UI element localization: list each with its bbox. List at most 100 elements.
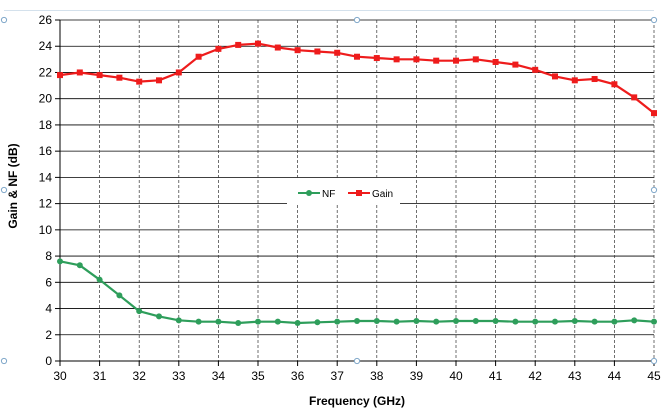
selection-handle [650, 186, 658, 194]
data-point [274, 44, 281, 51]
data-point [373, 317, 380, 324]
data-point [334, 49, 341, 56]
x-axis-title: Frequency (GHz) [309, 394, 405, 408]
x-tick-label: 31 [93, 369, 107, 383]
legend-label-gain: Gain [372, 189, 393, 200]
x-tick-label: 42 [529, 369, 543, 383]
data-point [334, 318, 341, 325]
data-point [294, 319, 301, 326]
data-point [472, 317, 479, 324]
x-tick-label: 43 [568, 369, 582, 383]
data-point [255, 40, 261, 47]
data-point [611, 81, 618, 88]
data-point [413, 56, 420, 63]
data-point [136, 78, 143, 85]
data-point [512, 318, 519, 325]
legend-marker [356, 190, 362, 196]
chart-frame-top [4, 10, 654, 11]
data-point [314, 48, 321, 55]
data-point [57, 72, 63, 79]
data-point [433, 57, 440, 64]
y-tick-label: 20 [39, 92, 53, 106]
data-point [175, 317, 182, 324]
data-point [453, 317, 459, 324]
data-point [591, 76, 598, 83]
y-tick-label: 12 [39, 197, 53, 211]
selection-handle [650, 357, 658, 365]
data-point [472, 56, 479, 63]
data-point [96, 276, 103, 283]
data-point [393, 56, 400, 63]
legend-label-nf: NF [322, 189, 335, 200]
y-tick-label: 2 [45, 328, 52, 342]
data-point [571, 77, 578, 84]
data-point [156, 313, 162, 320]
selection-handles [0, 16, 658, 365]
x-tick-label: 34 [212, 369, 226, 383]
data-point [274, 318, 281, 325]
data-point [591, 318, 598, 325]
x-tick-label: 45 [647, 369, 661, 383]
y-tick-label: 6 [45, 275, 52, 289]
y-tick-label: 18 [39, 118, 53, 132]
data-point [492, 58, 499, 65]
y-tick-label: 8 [45, 249, 52, 263]
data-point [532, 318, 539, 325]
data-point [413, 317, 420, 324]
series-gain [57, 40, 657, 117]
selection-handle [353, 16, 361, 24]
data-point [552, 318, 558, 325]
y-tick-label: 26 [39, 13, 53, 27]
data-point [631, 317, 638, 324]
y-tick-label: 4 [45, 302, 52, 316]
data-point [136, 308, 143, 315]
data-point [571, 317, 578, 324]
series-line-nf [59, 260, 655, 325]
data-point [611, 318, 618, 325]
x-tick-label: 41 [489, 369, 503, 383]
series-group [57, 40, 657, 326]
data-point [57, 258, 63, 265]
data-point [453, 57, 459, 64]
y-tick-label: 22 [39, 65, 53, 79]
data-point [354, 53, 360, 60]
data-point [492, 317, 499, 324]
y-tick-label: 16 [39, 144, 53, 158]
data-point [116, 74, 123, 81]
x-tick-label: 39 [410, 369, 424, 383]
data-point [433, 318, 440, 325]
x-tick-label: 37 [331, 369, 345, 383]
x-tick-label: 35 [251, 369, 265, 383]
data-point [354, 317, 360, 324]
data-point [631, 94, 638, 101]
legend-marker [306, 190, 312, 196]
x-tick-label: 33 [172, 369, 186, 383]
legend: NF Gain [287, 180, 400, 205]
data-point [512, 61, 519, 68]
x-tick-label: 30 [53, 369, 67, 383]
data-point [116, 292, 123, 299]
selection-handle [650, 16, 658, 24]
data-point [651, 110, 657, 117]
data-point [373, 55, 380, 62]
x-tick-label: 32 [133, 369, 147, 383]
data-point [215, 45, 222, 52]
data-point [96, 72, 103, 79]
data-point [195, 53, 202, 60]
x-tick-label: 36 [291, 369, 305, 383]
data-point [156, 77, 162, 84]
selection-handle [0, 357, 8, 365]
x-tick-label: 40 [449, 369, 463, 383]
data-point [195, 318, 202, 325]
y-tick-label: 10 [39, 223, 53, 237]
y-tick-label: 14 [39, 170, 53, 184]
selection-handle [0, 186, 8, 194]
data-point [76, 69, 83, 76]
y-tick-label: 24 [39, 39, 53, 53]
data-point [393, 318, 400, 325]
selection-handle [353, 357, 361, 365]
data-point [651, 318, 657, 325]
y-axis-title: Gain & NF (dB) [6, 143, 20, 228]
